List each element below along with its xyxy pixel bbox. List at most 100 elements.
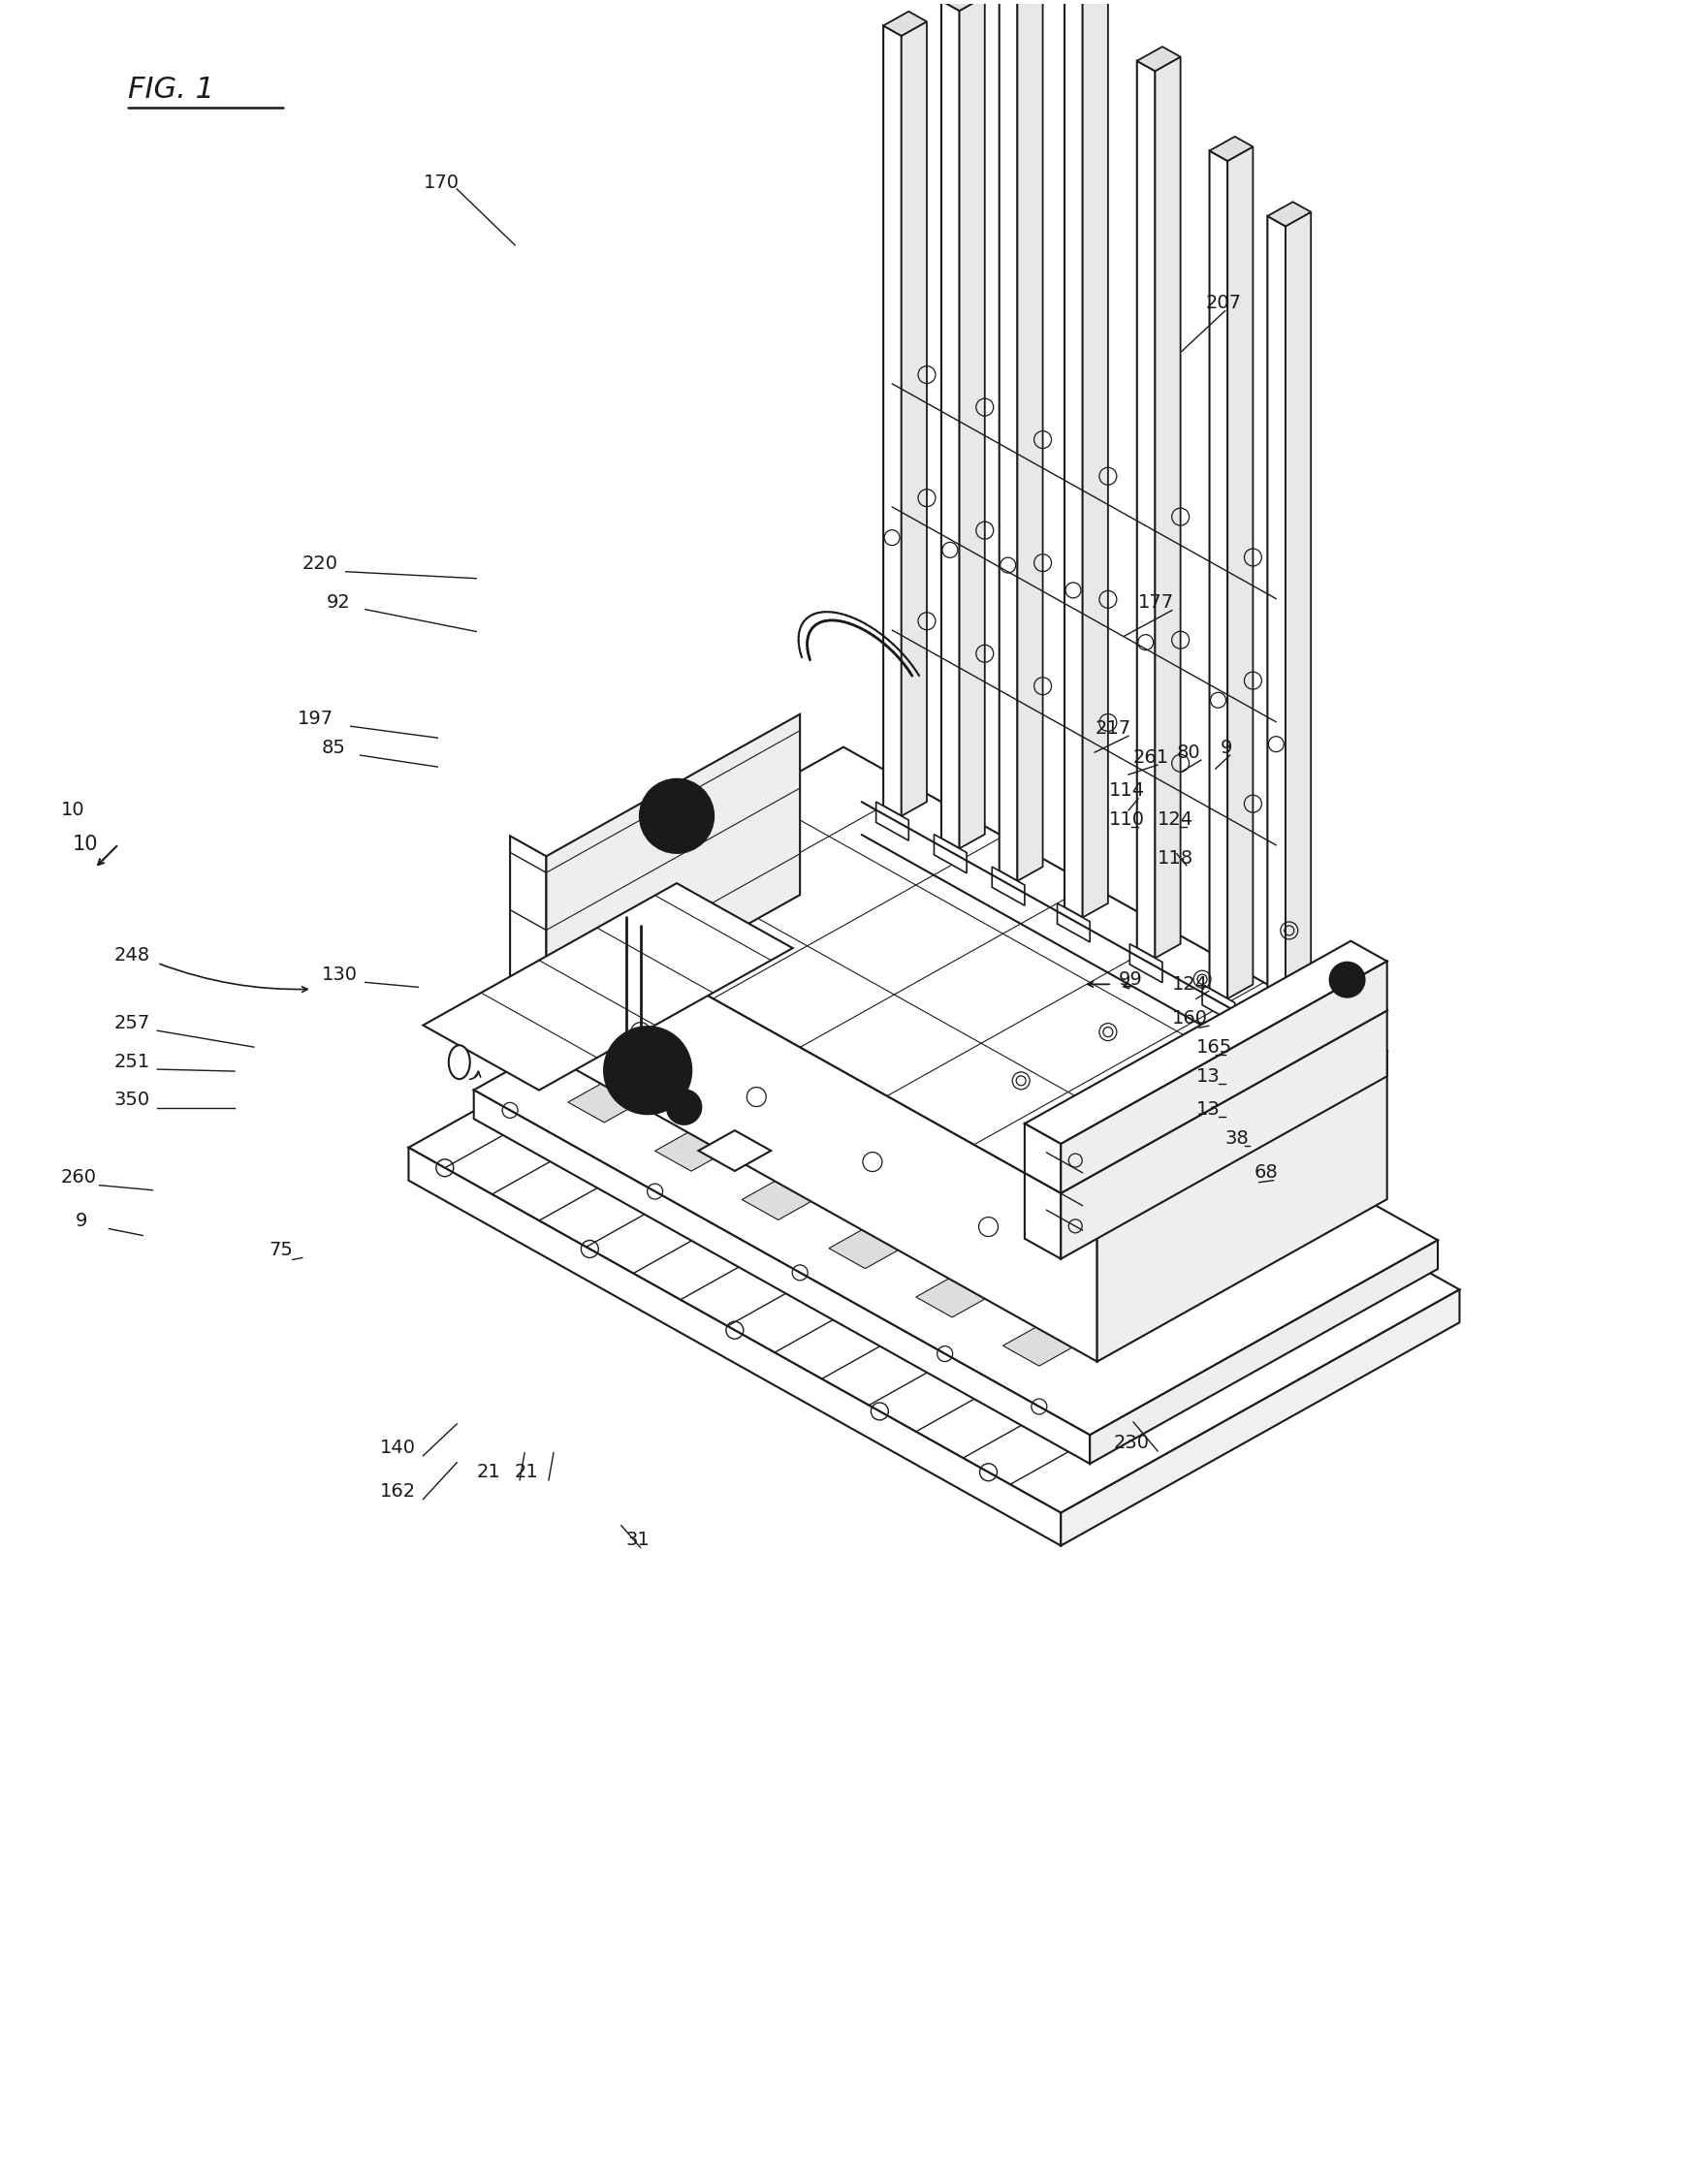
Text: 207: 207: [1206, 295, 1241, 312]
Polygon shape: [554, 747, 1388, 1214]
Text: 230: 230: [1115, 1435, 1150, 1452]
Text: 80: 80: [1177, 743, 1201, 762]
Polygon shape: [473, 1090, 1090, 1463]
Polygon shape: [1061, 1289, 1460, 1546]
Polygon shape: [1228, 146, 1253, 998]
Polygon shape: [1004, 1184, 1329, 1365]
Text: FIG. 1: FIG. 1: [128, 76, 214, 105]
Text: 261: 261: [1133, 747, 1169, 767]
Circle shape: [653, 793, 701, 839]
Polygon shape: [1098, 1051, 1388, 1361]
Text: 170: 170: [423, 173, 460, 192]
Text: 162: 162: [379, 1483, 416, 1500]
Polygon shape: [941, 0, 960, 850]
Text: 21: 21: [477, 1463, 500, 1481]
Text: 248: 248: [115, 946, 150, 965]
Ellipse shape: [448, 1046, 470, 1079]
Polygon shape: [1155, 57, 1180, 959]
Polygon shape: [554, 909, 1098, 1361]
Text: 9: 9: [1221, 738, 1233, 756]
Polygon shape: [1061, 961, 1388, 1192]
Polygon shape: [568, 939, 894, 1123]
Text: 92: 92: [327, 594, 350, 612]
Text: 118: 118: [1157, 850, 1194, 867]
Circle shape: [1330, 963, 1364, 998]
Text: 99: 99: [1118, 970, 1143, 989]
Text: 114: 114: [1110, 782, 1145, 799]
Polygon shape: [935, 834, 967, 874]
Polygon shape: [409, 924, 1460, 1514]
Polygon shape: [1024, 1173, 1061, 1258]
Polygon shape: [1137, 61, 1155, 959]
Polygon shape: [999, 0, 1017, 880]
Text: 197: 197: [298, 710, 333, 727]
Text: 165: 165: [1196, 1037, 1233, 1057]
Text: 177: 177: [1138, 594, 1174, 612]
Polygon shape: [743, 1037, 1068, 1221]
Circle shape: [667, 1090, 702, 1125]
Text: 75: 75: [268, 1241, 293, 1260]
Text: 140: 140: [379, 1439, 416, 1457]
Polygon shape: [1024, 941, 1388, 1144]
Polygon shape: [699, 1131, 771, 1171]
Text: 251: 251: [115, 1053, 150, 1070]
Text: 13: 13: [1196, 1066, 1221, 1085]
Polygon shape: [1209, 151, 1228, 998]
Polygon shape: [1064, 0, 1083, 917]
Polygon shape: [1061, 1011, 1388, 1258]
Polygon shape: [423, 882, 793, 1090]
Text: 257: 257: [115, 1013, 150, 1033]
Polygon shape: [941, 0, 985, 11]
Polygon shape: [1024, 1123, 1061, 1192]
Polygon shape: [876, 802, 909, 841]
Polygon shape: [1137, 46, 1180, 72]
Text: 160: 160: [1172, 1009, 1207, 1026]
Text: 220: 220: [301, 555, 338, 572]
Polygon shape: [960, 0, 985, 850]
Polygon shape: [916, 1136, 1243, 1317]
Polygon shape: [1209, 138, 1253, 162]
Polygon shape: [473, 895, 1438, 1435]
Polygon shape: [546, 714, 800, 1037]
Circle shape: [633, 1055, 662, 1085]
Polygon shape: [1268, 216, 1285, 1031]
Text: 124: 124: [1157, 810, 1194, 830]
Polygon shape: [1083, 0, 1108, 917]
Text: 31: 31: [626, 1531, 650, 1548]
Polygon shape: [510, 836, 546, 1037]
Polygon shape: [1260, 1018, 1293, 1055]
Text: 68: 68: [1255, 1164, 1278, 1182]
Polygon shape: [1058, 904, 1090, 941]
Circle shape: [1337, 970, 1357, 989]
Polygon shape: [992, 867, 1024, 906]
Text: 110: 110: [1110, 810, 1145, 830]
Polygon shape: [884, 26, 901, 817]
Text: 130: 130: [322, 965, 357, 983]
Polygon shape: [901, 22, 926, 817]
Text: 9: 9: [76, 1212, 88, 1230]
Text: 13: 13: [1196, 1101, 1221, 1118]
Text: 260: 260: [61, 1168, 96, 1186]
Polygon shape: [1285, 212, 1310, 1031]
Circle shape: [618, 1042, 677, 1099]
Text: 85: 85: [322, 738, 345, 756]
Text: 350: 350: [115, 1092, 150, 1109]
Text: 124: 124: [1172, 974, 1207, 994]
Polygon shape: [409, 1147, 1061, 1546]
Text: 10: 10: [72, 834, 98, 854]
Polygon shape: [1202, 985, 1234, 1024]
Polygon shape: [829, 1085, 1155, 1269]
Text: 217: 217: [1095, 719, 1130, 738]
Text: 21: 21: [515, 1463, 539, 1481]
Text: 10: 10: [61, 802, 84, 819]
Polygon shape: [884, 11, 926, 35]
Polygon shape: [1017, 0, 1042, 880]
Circle shape: [605, 1026, 690, 1114]
Circle shape: [640, 780, 714, 852]
Polygon shape: [1024, 989, 1388, 1192]
Polygon shape: [1268, 201, 1310, 227]
Text: 38: 38: [1226, 1129, 1250, 1149]
Polygon shape: [1090, 1241, 1438, 1463]
Polygon shape: [655, 989, 982, 1171]
Polygon shape: [1130, 943, 1162, 983]
